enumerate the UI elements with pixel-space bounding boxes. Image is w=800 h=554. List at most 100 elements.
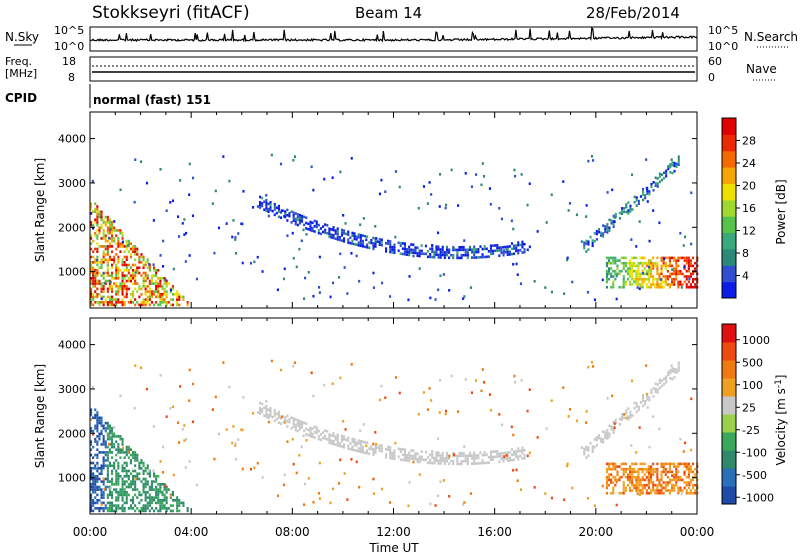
range-gate-cell [347,436,350,440]
range-gate-cell [129,485,133,489]
range-gate-cell [117,242,120,246]
range-gate-cell [677,158,680,161]
range-gate-cell [129,504,133,507]
range-gate-cell [515,246,518,250]
range-gate-cell [159,485,162,489]
range-gate-cell [159,301,162,304]
range-gate-cell [127,448,130,452]
range-gate-cell [90,247,93,251]
colorbar-tick-label: -100 [742,446,767,459]
range-gate-cell [566,462,569,466]
range-gate-cell [602,440,605,444]
range-gate-cell [637,199,640,203]
range-gate-cell [94,501,97,505]
range-gate-cell [437,245,440,249]
range-gate-cell [125,451,128,454]
range-gate-cell [129,242,133,246]
freq-label-line1: Freq. [5,55,32,68]
range-gate-cell [106,453,109,457]
range-gate-cell [610,275,613,278]
range-gate-cell [171,405,175,409]
range-gate-cell [100,237,103,240]
range-gate-cell [677,163,680,167]
range-gate-cell [616,267,619,270]
range-gate-cell [652,189,655,192]
range-gate-cell [639,491,642,495]
range-gate-cell [378,398,382,402]
range-gate-cell [656,280,659,284]
range-gate-cell [106,475,109,478]
range-gate-cell [662,259,665,262]
range-gate-cell [562,386,565,389]
range-gate-cell [591,450,594,454]
range-gate-cell [620,261,623,265]
range-gate-cell [689,264,693,268]
range-gate-cell [167,488,170,491]
range-gate-cell [336,433,339,437]
range-gate-cell [439,379,442,382]
range-gate-cell [102,253,105,256]
range-gate-cell [127,250,130,254]
range-gate-cell [521,251,524,254]
range-gate-cell [389,295,392,298]
range-gate-cell [624,462,627,466]
range-gate-cell [144,504,147,507]
range-gate-cell [683,265,686,269]
range-gate-cell [408,454,411,457]
range-gate-cell [689,272,693,276]
range-gate-cell [635,462,638,466]
range-gate-cell [176,290,179,293]
range-gate-cell [94,279,97,283]
range-gate-cell [687,465,690,468]
range-gate-cell [618,269,621,273]
range-gate-cell [157,287,160,291]
range-gate-cell [610,285,613,289]
range-gate-cell [608,226,611,230]
range-gate-cell [148,303,151,307]
range-gate-cell [145,387,149,391]
range-gate-cell [481,453,484,457]
range-gate-cell [123,250,126,254]
range-gate-cell [694,261,697,265]
range-gate-cell [106,245,109,248]
range-gate-cell [677,283,680,286]
range-gate-cell [125,263,128,267]
range-gate-cell [94,475,97,478]
range-gate-cell [292,214,295,217]
range-gate-cell [155,496,158,499]
range-gate-cell [526,409,529,413]
range-gate-cell [106,301,109,304]
range-gate-cell [106,218,109,222]
range-gate-cell [608,483,611,487]
range-gate-cell [675,470,678,474]
range-gate-cell [336,438,339,442]
range-gate-cell [276,494,280,498]
colorbar-tick-label: 25 [742,401,756,414]
range-gate-cell [123,451,126,454]
range-gate-cell [92,266,95,270]
range-gate-cell [148,501,151,505]
range-gate-cell [475,379,478,382]
range-gate-cell [437,253,440,257]
range-gate-cell [121,298,124,301]
range-gate-cell [92,475,95,478]
range-gate-cell [117,491,120,494]
range-gate-cell [129,293,133,296]
range-gate-cell [567,415,570,418]
range-gate-cell [637,475,640,479]
range-gate-cell [102,467,105,470]
range-gate-cell [142,279,145,283]
range-gate-cell [587,240,590,244]
range-gate-cell [612,465,615,468]
range-gate-cell [106,239,109,243]
range-gate-cell [125,290,128,293]
range-gate-cell [136,290,139,293]
range-gate-cell [108,437,112,441]
range-gate-cell [178,499,181,502]
range-gate-cell [102,427,105,430]
range-gate-cell [159,483,162,486]
range-gate-cell [111,504,114,507]
range-gate-cell [633,269,636,273]
